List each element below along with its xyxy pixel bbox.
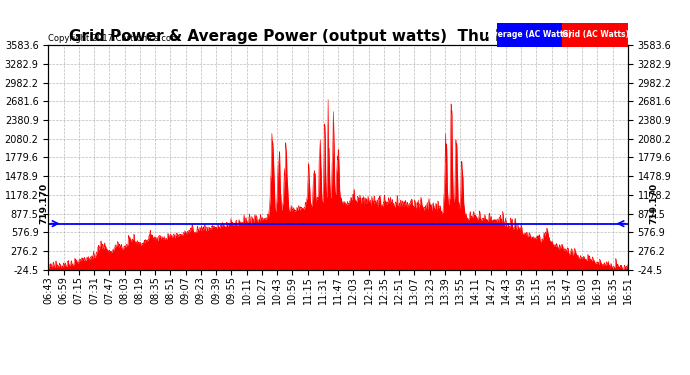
Text: Average (AC Watts): Average (AC Watts) xyxy=(487,30,572,39)
Text: 719.170: 719.170 xyxy=(39,183,48,224)
FancyBboxPatch shape xyxy=(497,22,562,47)
Text: Grid (AC Watts): Grid (AC Watts) xyxy=(562,30,629,39)
Title: Grid Power & Average Power (output watts)  Thu Feb 16 17:05: Grid Power & Average Power (output watts… xyxy=(70,29,607,44)
Text: Copyright 2017 Cartronics.com: Copyright 2017 Cartronics.com xyxy=(48,34,179,43)
Text: 719.170: 719.170 xyxy=(649,183,658,224)
FancyBboxPatch shape xyxy=(562,22,628,47)
